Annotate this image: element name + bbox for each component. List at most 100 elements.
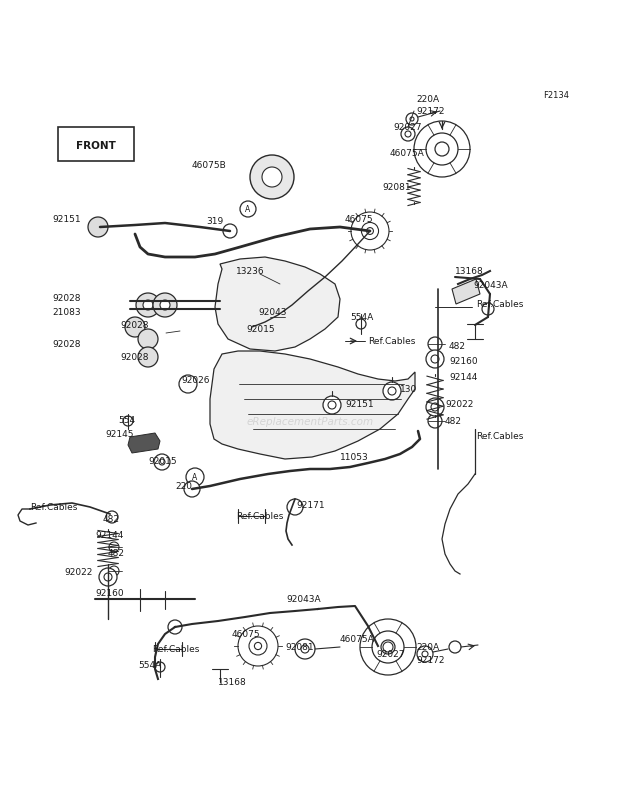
- Circle shape: [410, 118, 414, 122]
- Text: eReplacementParts.com: eReplacementParts.com: [246, 417, 374, 427]
- Text: 92145: 92145: [105, 430, 133, 439]
- Circle shape: [328, 401, 336, 410]
- Text: 46075A: 46075A: [340, 635, 374, 644]
- Circle shape: [422, 651, 428, 657]
- Text: 554: 554: [118, 416, 135, 425]
- Circle shape: [414, 122, 470, 178]
- Text: 92144: 92144: [95, 531, 123, 540]
- Text: 92027: 92027: [393, 122, 422, 131]
- Circle shape: [106, 512, 118, 523]
- Text: 92160: 92160: [95, 589, 123, 598]
- Circle shape: [431, 355, 439, 363]
- Text: 92171: 92171: [296, 501, 325, 510]
- Text: 92144: 92144: [449, 373, 477, 382]
- Circle shape: [428, 414, 442, 428]
- Text: 13236: 13236: [236, 267, 265, 277]
- Circle shape: [125, 318, 145, 337]
- Circle shape: [401, 128, 415, 142]
- Circle shape: [426, 398, 444, 417]
- Text: 130: 130: [400, 385, 417, 394]
- Text: 92027: 92027: [376, 650, 404, 659]
- Circle shape: [435, 143, 449, 157]
- Circle shape: [186, 469, 204, 487]
- Text: 46075: 46075: [232, 629, 260, 639]
- Text: Ref.Cables: Ref.Cables: [236, 512, 283, 521]
- Circle shape: [449, 642, 461, 653]
- Polygon shape: [128, 433, 160, 453]
- Text: 482: 482: [103, 515, 120, 524]
- Text: 92172: 92172: [416, 655, 445, 665]
- Circle shape: [482, 303, 494, 315]
- Circle shape: [254, 642, 262, 650]
- Circle shape: [406, 114, 418, 126]
- Text: A: A: [192, 473, 198, 482]
- Circle shape: [109, 566, 119, 577]
- Text: 21083: 21083: [52, 308, 81, 317]
- Circle shape: [249, 637, 267, 655]
- Text: Ref.Cables: Ref.Cables: [152, 645, 200, 654]
- Circle shape: [153, 294, 177, 318]
- Circle shape: [287, 500, 303, 515]
- Circle shape: [301, 646, 309, 653]
- Text: 13168: 13168: [455, 267, 484, 277]
- Circle shape: [99, 569, 117, 586]
- FancyBboxPatch shape: [58, 128, 134, 162]
- Circle shape: [383, 383, 401, 401]
- Circle shape: [360, 620, 416, 676]
- Text: Ref.Cables: Ref.Cables: [30, 503, 78, 512]
- Text: 46075B: 46075B: [192, 161, 227, 169]
- Text: 92015: 92015: [246, 325, 275, 334]
- Circle shape: [417, 646, 433, 663]
- Circle shape: [388, 388, 396, 396]
- Circle shape: [366, 229, 373, 235]
- Circle shape: [356, 320, 366, 329]
- Text: 554A: 554A: [138, 661, 161, 670]
- Text: Ref.Cables: Ref.Cables: [476, 300, 523, 309]
- Text: 92015: 92015: [148, 457, 177, 466]
- Circle shape: [155, 663, 165, 672]
- Text: Ref.Cables: Ref.Cables: [368, 337, 415, 346]
- Text: F2134: F2134: [543, 90, 569, 100]
- Text: 92028: 92028: [120, 353, 149, 362]
- Text: 482: 482: [108, 549, 125, 558]
- Circle shape: [109, 543, 119, 552]
- Circle shape: [154, 454, 170, 470]
- Circle shape: [240, 202, 256, 217]
- Circle shape: [136, 294, 160, 318]
- Text: 92081: 92081: [382, 183, 410, 192]
- Circle shape: [431, 404, 439, 411]
- Circle shape: [295, 639, 315, 659]
- Circle shape: [88, 217, 108, 238]
- Circle shape: [262, 168, 282, 188]
- Circle shape: [426, 350, 444, 368]
- Circle shape: [143, 301, 153, 311]
- Text: 92022: 92022: [64, 568, 92, 577]
- Circle shape: [361, 223, 379, 240]
- Circle shape: [160, 301, 170, 311]
- Text: 92151: 92151: [52, 215, 81, 224]
- Circle shape: [405, 132, 411, 138]
- Circle shape: [323, 397, 341, 414]
- Text: 92043A: 92043A: [473, 281, 508, 290]
- Text: 46075A: 46075A: [390, 148, 425, 157]
- Text: Ref.Cables: Ref.Cables: [476, 432, 523, 441]
- Text: 13168: 13168: [218, 678, 247, 687]
- Circle shape: [238, 626, 278, 666]
- Text: 92028: 92028: [120, 321, 149, 330]
- Text: 92172: 92172: [416, 107, 445, 116]
- Circle shape: [250, 156, 294, 200]
- Circle shape: [123, 417, 133, 427]
- Circle shape: [383, 642, 393, 652]
- Text: 92026: 92026: [181, 376, 210, 385]
- Text: 92043A: 92043A: [286, 594, 321, 603]
- Text: FRONT: FRONT: [76, 141, 116, 151]
- Text: 220A: 220A: [416, 642, 439, 652]
- Circle shape: [168, 620, 182, 634]
- Circle shape: [179, 375, 197, 393]
- Polygon shape: [452, 280, 480, 305]
- Text: 92081: 92081: [285, 642, 314, 652]
- Text: 92160: 92160: [449, 357, 477, 366]
- Text: 11053: 11053: [340, 453, 369, 462]
- Circle shape: [159, 460, 165, 466]
- Circle shape: [426, 134, 458, 165]
